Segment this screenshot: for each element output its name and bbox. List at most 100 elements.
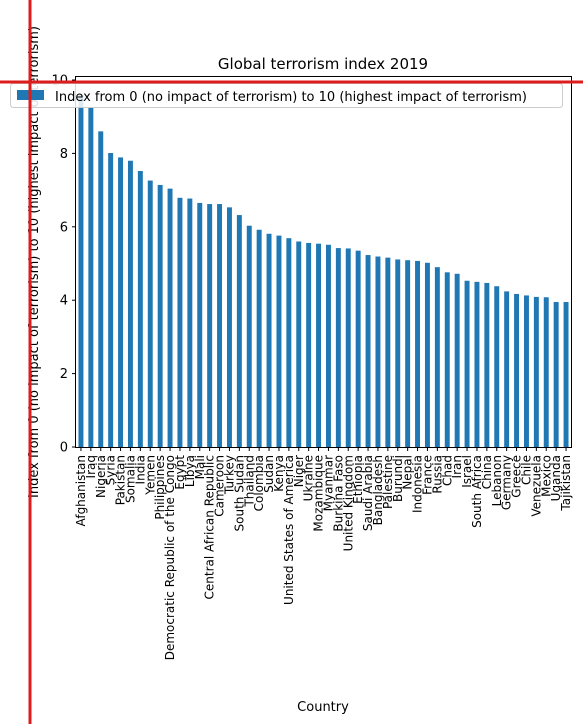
x-tick-label: Tajikistan: [559, 455, 573, 512]
bar: [226, 207, 232, 447]
x-tick-label: Syria: [104, 455, 118, 485]
bar: [306, 242, 312, 447]
legend-label: Index from 0 (no impact of terrorism) to…: [55, 90, 527, 105]
x-tick-label: Turkey: [222, 455, 236, 495]
x-tick-label: Afghanistan: [74, 455, 88, 526]
x-axis-label: Country: [297, 700, 349, 715]
x-tick-label: Lebanon: [490, 455, 504, 506]
x-tick-label: Philippines: [153, 455, 167, 520]
bar: [256, 229, 262, 447]
x-tick-label: Pakistan: [114, 455, 128, 505]
bar: [88, 107, 94, 447]
bar: [137, 171, 143, 447]
bar: [523, 295, 529, 447]
x-tick-label: Palestine: [381, 455, 395, 509]
x-tick-label: Mozambique: [312, 455, 326, 532]
x-tick-label: Sudan: [262, 455, 276, 493]
bars-group: [78, 94, 569, 448]
x-tick-label: Democratic Republic of the Congo: [163, 455, 177, 660]
bar: [365, 255, 371, 447]
bar: [325, 244, 331, 447]
legend: Index from 0 (no impact of terrorism) to…: [10, 83, 563, 108]
chart-title: Global terrorism index 2019: [218, 55, 428, 73]
bar: [434, 267, 440, 447]
x-tick-label: Ukraine: [302, 455, 316, 501]
bar: [514, 293, 520, 447]
x-tick-label: India: [133, 455, 147, 484]
bar: [563, 302, 569, 447]
bar: [147, 180, 153, 447]
x-tick-label: Mexico: [539, 455, 553, 497]
bar: [157, 184, 163, 447]
bar: [108, 153, 114, 447]
bar: [118, 157, 124, 447]
x-tick-label: Indonesia: [411, 455, 425, 513]
x-tick-label: Niger: [292, 455, 306, 487]
bar: [395, 259, 401, 447]
x-tick-label: Nigeria: [94, 455, 108, 498]
bar: [533, 296, 539, 447]
y-axis: 0246810: [51, 74, 76, 456]
bar: [494, 286, 500, 447]
bar: [78, 94, 84, 448]
bar: [286, 238, 292, 447]
bar: [405, 260, 411, 447]
x-axis: AfghanistanIraqNigeriaSyriaPakistanSomal…: [74, 447, 573, 660]
x-tick-label: Germany: [500, 455, 514, 510]
x-tick-label: South Africa: [470, 455, 484, 528]
x-tick-label: Chile: [519, 455, 533, 485]
x-tick-label: Saudi Arabia: [361, 455, 375, 531]
x-tick-label: Kenya: [272, 455, 286, 492]
bar: [345, 248, 351, 447]
x-tick-label: Israel: [460, 455, 474, 488]
bar: [385, 257, 391, 447]
bar: [464, 280, 470, 447]
x-tick-label: Cameroon: [213, 455, 227, 517]
bar: [375, 256, 381, 447]
x-tick-label: Mali: [193, 455, 207, 479]
bar: [207, 204, 213, 447]
x-tick-label: Central African Republic: [203, 455, 217, 599]
bar: [415, 260, 421, 447]
x-tick-label: Libya: [183, 455, 197, 487]
x-tick-label: Burkina Faso: [331, 455, 345, 532]
x-tick-label: Venezuela: [529, 455, 543, 517]
y-tick-label: 4: [60, 294, 68, 309]
x-tick-label: Myanmar: [321, 455, 335, 511]
x-tick-label: United States of America: [282, 455, 296, 605]
x-tick-label: Bangladesh: [371, 455, 385, 525]
bar: [553, 302, 559, 447]
bar: [127, 160, 133, 448]
bar: [335, 248, 341, 447]
x-tick-label: Greece: [510, 455, 524, 498]
bar: [167, 188, 173, 447]
y-tick-label: 8: [60, 147, 68, 162]
x-tick-label: Yemen: [143, 455, 157, 496]
bar: [197, 202, 203, 447]
x-tick-label: Chad: [440, 455, 454, 486]
x-tick-label: Nepal: [401, 455, 415, 490]
x-tick-label: Russia: [430, 455, 444, 494]
bar: [98, 131, 104, 447]
x-tick-label: Colombia: [252, 455, 266, 511]
x-tick-label: China: [480, 455, 494, 489]
y-tick-label: 0: [60, 441, 68, 456]
bar: [276, 235, 282, 447]
bar: [484, 282, 490, 447]
bar: [177, 197, 183, 447]
x-tick-label: United Kingdom: [341, 455, 355, 551]
plot-frame: [75, 76, 572, 448]
bar: [454, 273, 460, 447]
bar: [236, 215, 242, 447]
x-tick-label: Iran: [450, 455, 464, 478]
bar: [296, 241, 302, 447]
bar: [217, 204, 223, 447]
bar: [266, 233, 272, 447]
bar: [187, 198, 193, 447]
x-tick-label: Ethiopia: [351, 455, 365, 504]
bar: [316, 243, 322, 447]
y-tick-label: 6: [60, 220, 68, 235]
x-tick-label: Somalia: [123, 455, 137, 503]
x-tick-label: Egypt: [173, 455, 187, 490]
